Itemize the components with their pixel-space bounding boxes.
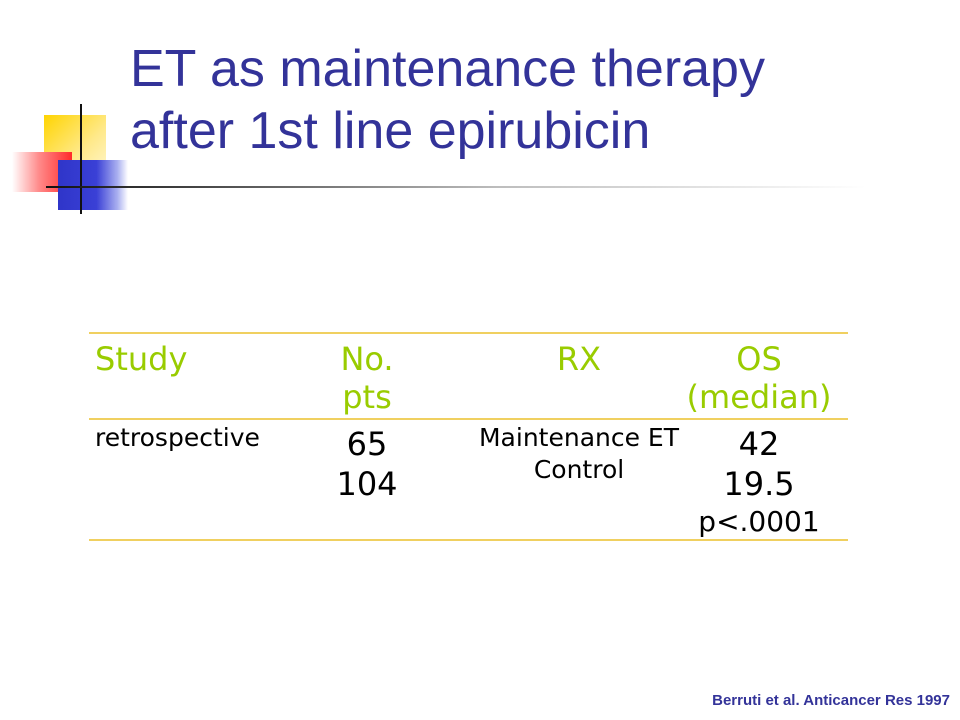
header-no-pts-line-2: pts [342,378,392,416]
table-bottom-rule [89,539,848,541]
table-header-rule [89,418,848,420]
slide-title: ET as maintenance therapy after 1st line… [130,38,920,162]
header-no-pts-line-1: No. [340,340,394,378]
cell-rx: Maintenance ET Control [419,422,739,486]
header-os-line-2: (median) [686,378,832,416]
study-table: Study No. pts RX OS (median) retrospecti… [89,332,848,542]
cell-rx-control: Control [533,455,625,484]
cell-no-pts: 65 104 [317,424,417,504]
cell-os: 42 19.5 p<.0001 [669,424,849,540]
table-top-rule [89,332,848,334]
cell-os-control: 19.5 [723,465,795,503]
header-os: OS (median) [669,340,849,416]
header-os-line-1: OS [736,340,782,378]
cell-pts-control: 104 [336,465,398,503]
title-underline [46,186,866,188]
decorative-blue-square [58,160,128,210]
cell-os-maintenance: 42 [738,425,780,463]
cell-p-value: p<.0001 [698,505,820,538]
cell-rx-maintenance: Maintenance ET [478,423,679,452]
decorative-vertical-line [80,104,82,214]
citation: Berruti et al. Anticancer Res 1997 [712,692,950,709]
header-study: Study [95,340,188,378]
header-rx: RX [556,340,602,378]
header-no-pts: No. pts [317,340,417,416]
slide-title-line-1: ET as maintenance therapy [130,40,765,98]
cell-pts-maintenance: 65 [346,425,388,463]
slide-title-line-2: after 1st line epirubicin [130,102,651,160]
cell-study: retrospective [95,423,260,452]
